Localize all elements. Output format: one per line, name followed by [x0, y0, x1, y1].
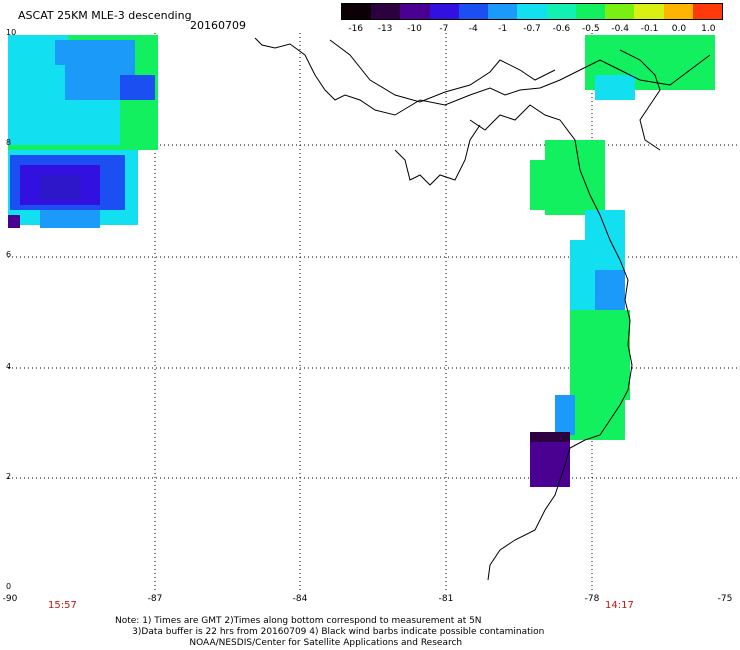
- note-line: Note: 1) Times are GMT 2)Times along bot…: [115, 616, 482, 626]
- lat-label-2: 2: [6, 472, 12, 481]
- note-line: NOAA/NESDIS/Center for Satellite Applica…: [115, 638, 463, 648]
- color-bar-label: -0.4: [611, 24, 629, 34]
- color-bar-swatch: [692, 4, 723, 19]
- color-bar-label: 1.0: [701, 24, 716, 34]
- map-title: ASCAT 25KM MLE-3 descending: [18, 9, 192, 22]
- color-bar-swatch: [458, 4, 489, 19]
- wind-swath-east: [530, 35, 715, 487]
- color-bar-label: -0.7: [523, 24, 541, 34]
- color-bar-label: -13: [377, 24, 393, 34]
- note-line: 3)Data buffer is 22 hrs from 20160709 4)…: [115, 627, 545, 637]
- color-bar-swatch: [605, 4, 635, 19]
- color-bar-swatch: [371, 4, 401, 19]
- color-bar-swatch: [342, 4, 372, 19]
- lat-label-10: 10: [6, 28, 17, 37]
- color-bar-label: -16: [348, 24, 364, 34]
- lat-label-6: 6: [6, 250, 12, 259]
- coastline: [254, 37, 711, 581]
- color-bar-label: -0.1: [640, 24, 659, 34]
- lat-label-8: 8: [6, 138, 12, 147]
- wind-swath-northwest: [8, 35, 158, 228]
- color-bar-swatch: [517, 4, 547, 19]
- lon-label-minus-78: -78: [584, 594, 600, 604]
- lat-label-0: 0: [6, 582, 12, 591]
- color-bar-label: -0.5: [581, 24, 600, 34]
- lat-label-4: 4: [6, 362, 12, 371]
- color-bar-label: -0.6: [552, 24, 571, 34]
- color-bar-label: -4: [468, 24, 478, 34]
- color-bar: [341, 3, 723, 20]
- time-right: 14:17: [605, 600, 634, 611]
- lon-label-minus-81: -81: [438, 594, 454, 604]
- color-bar-swatch: [663, 4, 693, 19]
- lon-label-minus-84: -84: [292, 594, 308, 604]
- color-bar-swatch: [634, 4, 664, 19]
- lon-label-minus-75: -75: [717, 594, 733, 604]
- color-bar-label: -1: [498, 24, 508, 34]
- lon-label-minus-90: -90: [2, 594, 18, 604]
- color-bar-swatch: [488, 4, 518, 19]
- time-left: 15:57: [48, 600, 77, 611]
- color-bar-swatch: [575, 4, 606, 19]
- notes: Note: 1) Times are GMT 2)Times along bot…: [115, 616, 544, 649]
- color-bar-label: -7: [439, 24, 449, 34]
- map-date: 20160709: [190, 19, 246, 32]
- color-bar-swatch: [546, 4, 576, 19]
- color-bar-swatch: [429, 4, 459, 19]
- lon-label-minus-87: -87: [147, 594, 163, 604]
- color-bar-swatch: [400, 4, 430, 19]
- color-bar-label: 0.0: [671, 24, 687, 34]
- color-bar-label: -10: [407, 24, 422, 34]
